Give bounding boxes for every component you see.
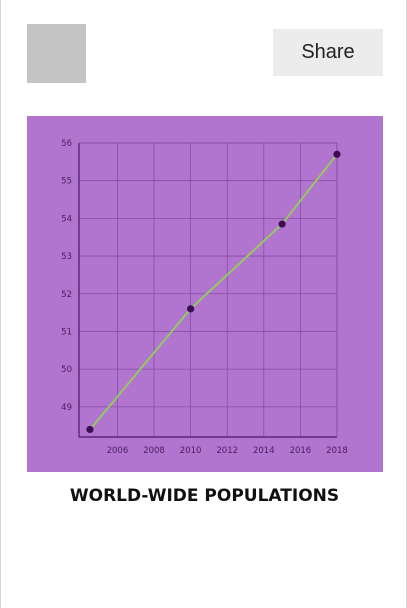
data-point-2 <box>278 220 286 228</box>
data-point-3 <box>333 150 341 158</box>
x-tick-label-2010: 2010 <box>180 446 202 456</box>
share-button[interactable]: Share <box>273 29 383 76</box>
x-tick-label-2016: 2016 <box>290 446 312 456</box>
series-line <box>89 153 338 431</box>
y-tick-label-56: 56 <box>61 139 72 149</box>
chart-series <box>86 150 341 434</box>
thumbnail-placeholder <box>27 24 86 83</box>
y-tick-label-52: 52 <box>61 290 72 300</box>
population-line-chart: 2006 2008 2010 2012 2014 2016 2018 49 50 51 52 53 54… <box>27 116 383 472</box>
x-tick-label-2012: 2012 <box>216 446 238 456</box>
chart-panel: 2006 2008 2010 2012 2014 2016 2018 49 50 51 52 53 54… <box>27 116 383 472</box>
y-tick-label-49: 49 <box>61 403 72 413</box>
chart-tick-labels: 2006 2008 2010 2012 2014 2016 2018 49 50 51 52 53 54… <box>61 139 348 456</box>
y-tick-label-54: 54 <box>61 214 72 224</box>
x-tick-label-2018: 2018 <box>326 446 348 456</box>
y-tick-label-50: 50 <box>61 365 72 375</box>
y-tick-label-51: 51 <box>61 327 72 337</box>
data-point-1 <box>187 305 195 313</box>
chart-axes <box>78 142 338 438</box>
data-point-0 <box>86 425 94 434</box>
x-tick-label-2008: 2008 <box>143 446 165 456</box>
y-tick-label-55: 55 <box>61 177 72 187</box>
x-tick-label-2014: 2014 <box>253 446 275 456</box>
chart-title: WORLD-WIDE POPULATIONS <box>69 486 340 506</box>
y-tick-label-53: 53 <box>61 252 72 262</box>
x-tick-label-2006: 2006 <box>107 446 129 456</box>
